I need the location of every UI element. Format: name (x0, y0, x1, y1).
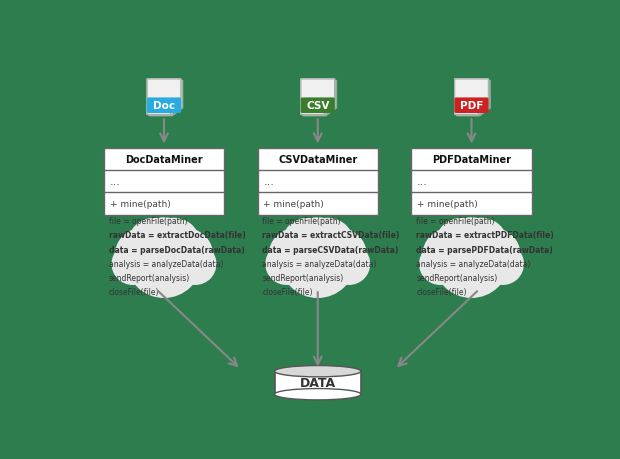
Ellipse shape (433, 224, 510, 298)
Ellipse shape (419, 243, 461, 285)
Ellipse shape (482, 243, 524, 285)
Text: ...: ... (417, 176, 428, 186)
Ellipse shape (463, 228, 521, 286)
Polygon shape (303, 81, 337, 117)
Ellipse shape (275, 389, 361, 400)
Ellipse shape (172, 232, 212, 272)
Text: data = parseCSVData(rawData): data = parseCSVData(rawData) (262, 245, 399, 254)
Text: ...: ... (264, 176, 274, 186)
FancyBboxPatch shape (454, 98, 489, 114)
Text: file = openFile(path): file = openFile(path) (262, 217, 341, 226)
Text: rawData = extractCSVData(file): rawData = extractCSVData(file) (262, 231, 400, 240)
Ellipse shape (174, 243, 216, 285)
Text: PDFDataMiner: PDFDataMiner (432, 155, 511, 164)
Polygon shape (478, 107, 489, 115)
Text: rawData = extractDocData(file): rawData = extractDocData(file) (108, 231, 246, 240)
Ellipse shape (275, 366, 361, 377)
FancyBboxPatch shape (275, 371, 361, 394)
Text: DocDataMiner: DocDataMiner (125, 155, 203, 164)
Text: + mine(path): + mine(path) (110, 200, 170, 209)
Ellipse shape (435, 218, 488, 270)
Text: sendReport(analysis): sendReport(analysis) (108, 273, 190, 282)
Text: analysis = analyzeData(data): analysis = analyzeData(data) (262, 259, 377, 268)
Polygon shape (147, 80, 181, 115)
Text: CSVDataMiner: CSVDataMiner (278, 155, 357, 164)
Ellipse shape (423, 232, 464, 272)
FancyBboxPatch shape (301, 98, 335, 114)
Polygon shape (301, 80, 335, 115)
Ellipse shape (280, 224, 356, 298)
Text: + mine(path): + mine(path) (417, 200, 478, 209)
Text: CSV: CSV (306, 101, 329, 111)
Ellipse shape (442, 218, 501, 276)
Polygon shape (454, 80, 489, 115)
Ellipse shape (135, 218, 193, 276)
Text: + mine(path): + mine(path) (264, 200, 324, 209)
Ellipse shape (116, 232, 156, 272)
Ellipse shape (126, 224, 202, 298)
FancyBboxPatch shape (412, 149, 531, 216)
Polygon shape (149, 81, 183, 117)
Text: closeFile(file): closeFile(file) (262, 287, 313, 297)
Text: file = openFile(path): file = openFile(path) (108, 217, 187, 226)
Ellipse shape (301, 218, 354, 270)
Text: data = parseDocData(rawData): data = parseDocData(rawData) (108, 245, 244, 254)
Polygon shape (456, 81, 490, 117)
Ellipse shape (265, 243, 308, 285)
Ellipse shape (268, 228, 327, 286)
Ellipse shape (309, 228, 367, 286)
Text: analysis = analyzeData(data): analysis = analyzeData(data) (108, 259, 223, 268)
Ellipse shape (422, 228, 480, 286)
Text: data = parsePDFData(rawData): data = parsePDFData(rawData) (416, 245, 553, 254)
Text: PDF: PDF (460, 101, 483, 111)
Ellipse shape (148, 218, 200, 270)
Polygon shape (170, 107, 181, 115)
Ellipse shape (128, 218, 180, 270)
Ellipse shape (455, 218, 508, 270)
Ellipse shape (326, 232, 366, 272)
Text: sendReport(analysis): sendReport(analysis) (262, 273, 343, 282)
Ellipse shape (288, 218, 347, 276)
Ellipse shape (112, 243, 154, 285)
Text: closeFile(file): closeFile(file) (416, 287, 467, 297)
Polygon shape (324, 107, 335, 115)
Ellipse shape (115, 228, 173, 286)
Ellipse shape (281, 218, 334, 270)
FancyBboxPatch shape (104, 149, 224, 216)
Ellipse shape (155, 228, 213, 286)
Text: rawData = extractPDFData(file): rawData = extractPDFData(file) (416, 231, 554, 240)
Text: file = openFile(path): file = openFile(path) (416, 217, 495, 226)
Text: Doc: Doc (153, 101, 175, 111)
Text: closeFile(file): closeFile(file) (108, 287, 159, 297)
Ellipse shape (270, 232, 310, 272)
Ellipse shape (479, 232, 520, 272)
Text: DATA: DATA (299, 376, 336, 389)
Ellipse shape (328, 243, 370, 285)
Text: analysis = analyzeData(data): analysis = analyzeData(data) (416, 259, 531, 268)
Text: ...: ... (110, 176, 120, 186)
FancyBboxPatch shape (258, 149, 378, 216)
Text: sendReport(analysis): sendReport(analysis) (416, 273, 497, 282)
FancyBboxPatch shape (147, 98, 181, 114)
